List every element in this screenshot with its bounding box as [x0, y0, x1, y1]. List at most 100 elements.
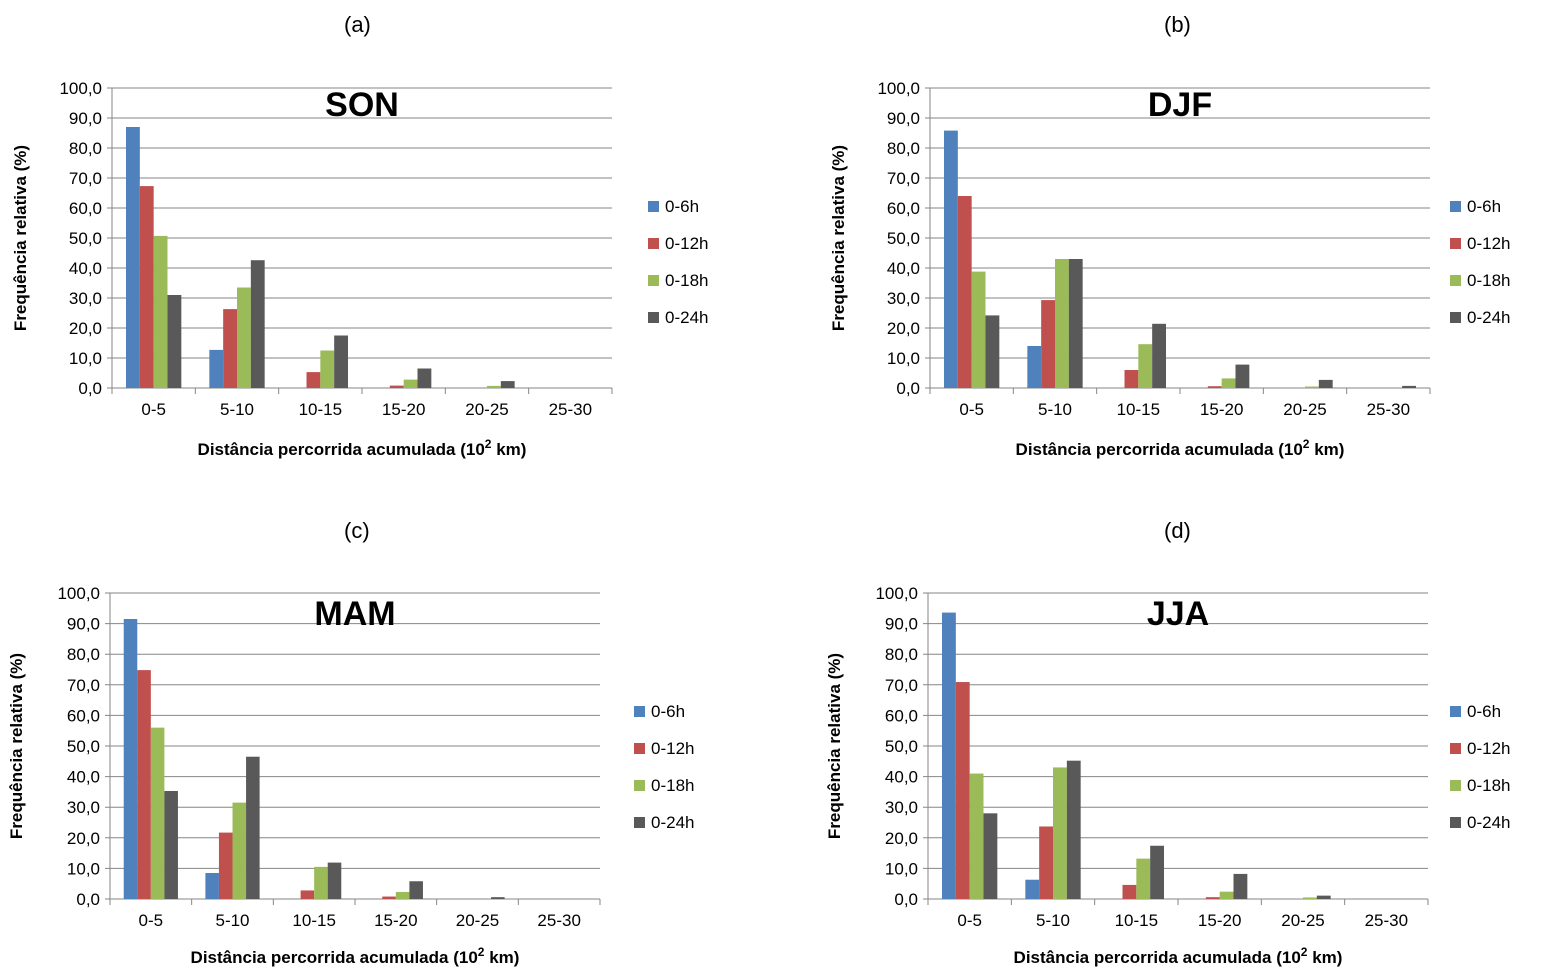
legend-swatch-0-18h — [648, 275, 659, 286]
y-axis-title: Frequência relativa (%) — [825, 653, 844, 839]
y-tick-label: 60,0 — [67, 706, 100, 725]
legend-label-0-24h: 0-24h — [651, 813, 694, 832]
y-tick-label: 20,0 — [885, 829, 918, 848]
bar-0-24h-10-15 — [1152, 323, 1166, 388]
chart-panel-d: (d) 0,0 10,0 20,0 30,0 40,0 50,0 60,0 70,0 80,0 9… — [818, 500, 1543, 972]
legend-label-0-24h: 0-24h — [1467, 308, 1510, 327]
legend-swatch-0-18h — [634, 780, 645, 791]
x-tick-label: 5-10 — [1038, 400, 1072, 419]
y-tick-label: 10,0 — [885, 859, 918, 878]
legend-swatch-0-6h — [648, 201, 659, 212]
bar-0-18h-10-15 — [1138, 344, 1153, 388]
x-tick-label: 5-10 — [220, 400, 254, 419]
chart-title: DJF — [1148, 86, 1212, 124]
y-tick-label: 0,0 — [78, 379, 102, 398]
x-tick-label: 10-15 — [1117, 400, 1160, 419]
x-tick-label: 15-20 — [1198, 911, 1241, 930]
legend-swatch-0-12h — [1450, 743, 1461, 754]
bar-0-18h-5-10 — [1055, 259, 1069, 388]
bar-0-24h-10-15 — [327, 862, 342, 899]
legend-swatch-0-12h — [634, 743, 645, 754]
x-axis-title: Distância percorrida acumulada (102 km) — [1016, 437, 1345, 459]
x-tick-label: 20-25 — [1283, 400, 1326, 419]
y-tick-label: 70,0 — [887, 169, 920, 188]
legend-swatch-0-24h — [648, 312, 659, 323]
y-tick-label: 0,0 — [896, 379, 920, 398]
legend-swatch-0-12h — [1450, 238, 1461, 249]
bar-0-18h-0-5 — [971, 271, 986, 388]
x-tick-label: 0-5 — [959, 400, 984, 419]
legend-label-0-12h: 0-12h — [665, 234, 708, 253]
bar-0-18h-0-5 — [969, 773, 984, 899]
panel-label-d: (d) — [1164, 518, 1191, 543]
bar-0-6h-0-5 — [942, 612, 956, 899]
y-tick-label: 30,0 — [69, 289, 102, 308]
legend-swatch-0-18h — [1450, 780, 1461, 791]
chart-panel-a: (a) 0,0 10,0 20,0 30,0 40,0 50,0 60,0 70,0 80,0 9… — [0, 0, 771, 486]
bar-0-18h-10-15 — [314, 866, 328, 899]
bar-0-18h-5-10 — [232, 802, 247, 899]
x-tick-label: 25-30 — [1365, 911, 1408, 930]
y-tick-label: 80,0 — [885, 645, 918, 664]
x-axis-title: Distância percorrida acumulada (102 km) — [191, 945, 520, 967]
bar-0-18h-15-20 — [403, 379, 418, 388]
y-tick-label: 100,0 — [875, 584, 918, 603]
bar-0-12h-10-15 — [306, 372, 321, 388]
bar-0-18h-5-10 — [1053, 767, 1067, 899]
y-tick-label: 40,0 — [885, 768, 918, 787]
bar-0-6h-5-10 — [209, 349, 224, 388]
bar-0-18h-15-20 — [1221, 378, 1236, 388]
x-tick-label: 0-5 — [141, 400, 166, 419]
x-tick-label: 20-25 — [465, 400, 508, 419]
bar-0-24h-15-20 — [1233, 873, 1248, 899]
panel-label-c: (c) — [344, 518, 370, 543]
chart-panel-c: (c) 0,0 10,0 20,0 30,0 40,0 50,0 60,0 70,0 80,0 9… — [0, 500, 771, 972]
bar-0-18h-10-15 — [1136, 858, 1151, 899]
bar-0-24h-0-5 — [164, 790, 178, 899]
bar-0-18h-20-25 — [1303, 897, 1317, 899]
y-tick-label: 80,0 — [69, 139, 102, 158]
y-tick-label: 80,0 — [67, 645, 100, 664]
y-tick-label: 50,0 — [887, 229, 920, 248]
bar-0-24h-5-10 — [1068, 259, 1083, 388]
legend-label-0-12h: 0-12h — [1467, 739, 1510, 758]
bar-0-6h-0-5 — [944, 130, 958, 388]
y-tick-label: 10,0 — [69, 349, 102, 368]
bar-0-6h-5-10 — [1025, 879, 1040, 899]
bar-0-12h-10-15 — [1122, 884, 1137, 899]
bar-0-24h-15-20 — [409, 881, 423, 899]
bar-0-18h-15-20 — [1219, 891, 1234, 899]
legend-label-0-6h: 0-6h — [1467, 702, 1501, 721]
legend-swatch-0-24h — [634, 817, 645, 828]
x-tick-label: 0-5 — [139, 911, 164, 930]
y-tick-label: 100,0 — [59, 79, 102, 98]
bar-0-24h-20-25 — [1318, 379, 1333, 388]
y-tick-label: 30,0 — [887, 289, 920, 308]
bar-0-24h-15-20 — [1235, 364, 1250, 388]
legend-label-0-24h: 0-24h — [1467, 813, 1510, 832]
y-tick-label: 10,0 — [67, 859, 100, 878]
y-tick-label: 50,0 — [67, 737, 100, 756]
bar-0-12h-15-20 — [389, 385, 404, 388]
y-tick-label: 70,0 — [67, 676, 100, 695]
bar-0-12h-15-20 — [382, 896, 396, 899]
x-axis-title: Distância percorrida acumulada (102 km) — [1014, 945, 1343, 967]
bar-0-24h-10-15 — [1150, 845, 1164, 899]
bar-0-24h-0-5 — [985, 315, 1000, 388]
bar-0-18h-0-5 — [150, 727, 165, 899]
legend-swatch-0-6h — [1450, 706, 1461, 717]
bar-0-18h-15-20 — [395, 891, 410, 899]
bar-0-24h-5-10 — [250, 260, 265, 388]
y-tick-label: 60,0 — [887, 199, 920, 218]
chart-title: JJA — [1147, 595, 1209, 633]
x-tick-label: 20-25 — [1281, 911, 1324, 930]
x-tick-label: 25-30 — [549, 400, 592, 419]
bar-0-12h-5-10 — [1041, 300, 1055, 388]
legend-swatch-0-12h — [648, 238, 659, 249]
y-tick-label: 40,0 — [887, 259, 920, 278]
bar-0-6h-5-10 — [1027, 346, 1042, 388]
y-tick-label: 50,0 — [69, 229, 102, 248]
bar-0-12h-10-15 — [1124, 370, 1139, 388]
bar-0-24h-20-25 — [500, 381, 515, 388]
x-tick-label: 5-10 — [215, 911, 249, 930]
